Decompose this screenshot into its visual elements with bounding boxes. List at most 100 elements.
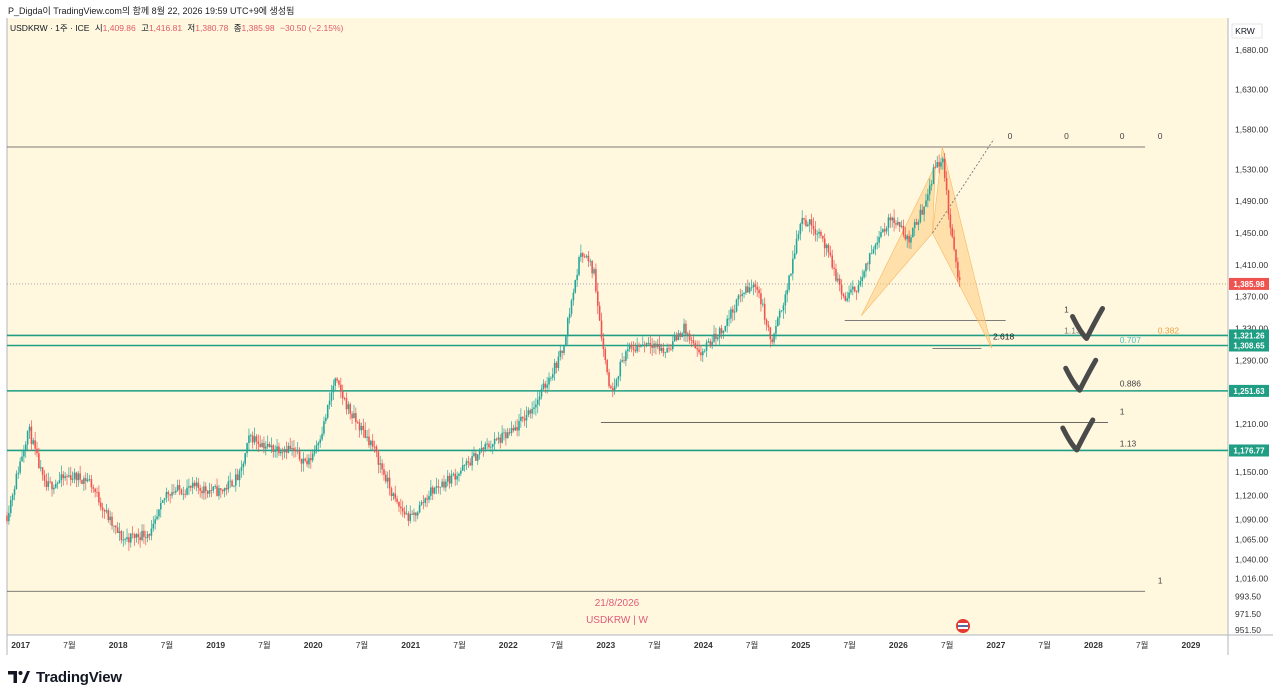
candle-body-202 [385, 474, 387, 482]
candle-body-463 [874, 244, 877, 250]
x-tick-label-18: 2026 [889, 640, 908, 650]
candle-body-242 [460, 470, 462, 474]
candle-body-490 [925, 200, 927, 207]
candle-body-69 [135, 534, 138, 538]
candle-body-32 [66, 476, 68, 478]
candle-body-324 [613, 386, 616, 391]
candle-body-87 [169, 494, 171, 496]
candle-body-462 [872, 249, 875, 254]
candle-body-337 [638, 345, 640, 347]
candle-body-365 [690, 340, 693, 341]
candle-body-228 [433, 488, 436, 494]
candle-body-184 [351, 413, 353, 419]
candle-body-130 [250, 435, 252, 437]
x-tick-label-9: 7월 [453, 640, 466, 650]
candle-body-171 [326, 405, 329, 418]
candle-body-63 [124, 539, 126, 541]
candle-body-14 [32, 440, 35, 444]
x-tick-label-14: 2024 [694, 640, 713, 650]
candle-body-314 [595, 269, 597, 292]
candle-body-375 [709, 341, 712, 347]
candle-body-299 [566, 318, 569, 337]
candle-body-180 [343, 398, 346, 399]
candle-body-452 [853, 286, 856, 292]
candle-body-484 [913, 222, 916, 228]
candle-body-92 [178, 485, 181, 490]
candle-body-23 [49, 481, 51, 483]
x-tick-label-3: 7월 [161, 640, 174, 650]
candle-body-362 [685, 323, 687, 335]
candle-body-139 [266, 443, 269, 447]
candle-body-391 [739, 295, 742, 297]
candle-body-39 [79, 473, 81, 480]
candle-body-403 [762, 303, 764, 305]
candle-body-256 [486, 443, 488, 445]
candle-body-345 [653, 343, 655, 348]
x-tick-label-1: 7월 [63, 640, 76, 650]
legend-low-value: 1,380.78 [195, 23, 228, 33]
candle-body-320 [606, 360, 608, 373]
candle-body-390 [737, 295, 740, 300]
candle-body-479 [904, 234, 907, 240]
candle-body-173 [330, 392, 333, 401]
candle-body-252 [478, 451, 481, 455]
candle-body-454 [857, 285, 860, 292]
candle-body-93 [180, 489, 183, 495]
x-tick-label-5: 7월 [258, 640, 271, 650]
legend-symbol: USDKRW · 1주 · ICE [10, 23, 90, 33]
candle-body-276 [523, 418, 526, 421]
candle-body-352 [666, 348, 668, 353]
candle-body-200 [381, 463, 383, 470]
pattern-triangle-1 [932, 146, 993, 349]
candle-body-181 [345, 398, 348, 410]
candle-body-343 [649, 342, 652, 346]
x-tick-label-8: 2021 [401, 640, 420, 650]
candle-body-77 [150, 528, 153, 536]
candle-body-357 [675, 334, 678, 341]
currency-badge[interactable] [1231, 23, 1263, 39]
candle-body-478 [902, 225, 905, 235]
fib-label-4: 1 [1064, 305, 1069, 315]
candle-body-283 [536, 399, 539, 405]
candle-body-489 [923, 206, 925, 215]
candle-body-31 [64, 476, 66, 479]
candle-body-240 [456, 475, 458, 480]
flag-icon[interactable] [956, 619, 970, 633]
pattern-dotted-line [932, 138, 995, 234]
x-tick-label-22: 2028 [1084, 640, 1103, 650]
candle-body-29 [60, 474, 63, 481]
candle-body-57 [113, 525, 115, 527]
candle-body-124 [238, 470, 241, 481]
candle-body-58 [114, 525, 117, 528]
candle-body-411 [777, 317, 779, 327]
candle-body-152 [291, 448, 293, 450]
candle-body-126 [242, 463, 245, 468]
candle-body-199 [379, 463, 382, 465]
candle-body-407 [769, 327, 772, 340]
candle-body-419 [792, 258, 794, 274]
candle-body-227 [431, 487, 434, 494]
candle-body-232 [441, 481, 443, 487]
candle-body-255 [484, 443, 487, 450]
y-tick-label-14: 1,120.00 [1235, 491, 1268, 501]
candle-body-471 [889, 217, 892, 221]
candle-body-127 [244, 453, 246, 464]
candle-body-271 [514, 427, 517, 431]
tradingview-logo[interactable]: TradingView [8, 667, 122, 687]
candle-body-36 [73, 472, 76, 479]
candle-body-90 [174, 490, 177, 493]
candle-body-179 [341, 391, 344, 399]
candle-body-272 [516, 427, 518, 431]
tradingview-logo-text: TradingView [36, 668, 122, 686]
x-tick-label-10: 2022 [499, 640, 518, 650]
candle-body-268 [508, 432, 511, 434]
x-tick-label-17: 7월 [843, 640, 856, 650]
candle-body-355 [671, 341, 674, 350]
level-badge-0-bg [1229, 329, 1269, 342]
candle-body-443 [837, 278, 839, 281]
candle-body-67 [131, 533, 134, 535]
candle-body-224 [426, 498, 428, 500]
x-tick-label-23: 7월 [1136, 640, 1149, 650]
candle-body-239 [454, 473, 457, 480]
